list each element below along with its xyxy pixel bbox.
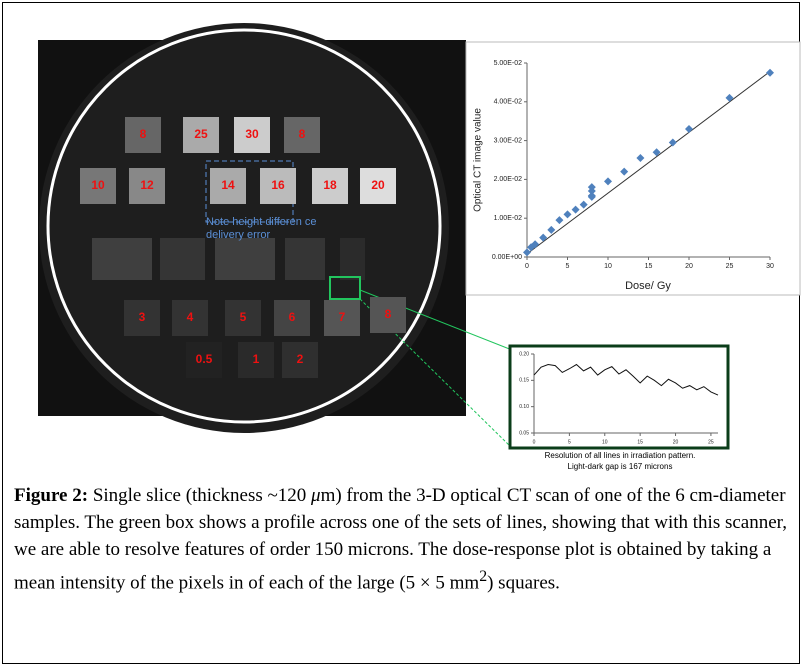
caption: Figure 2: Single slice (thickness ~120 μ… [14,482,789,596]
annotation: Note height differen ce [206,216,316,228]
square-label: 8 [140,127,147,141]
square-label: 3 [139,310,146,324]
square-label: 12 [140,178,154,192]
y-tick-label: 0.15 [519,378,529,384]
y-tick-label: 2.00E-02 [494,176,523,183]
y-tick-label: 3.00E-02 [494,137,523,144]
square-label: 2 [297,352,304,366]
x-tick-label: 5 [566,263,570,270]
x-tick-label: 20 [673,439,679,445]
square-label: 0.5 [196,352,213,366]
x-tick-label: 0 [533,439,536,445]
square-label: 16 [271,178,285,192]
square-label: 14 [221,178,235,192]
square-label: 25 [194,127,208,141]
profile-caption: Light-dark gap is 167 microns [568,462,673,471]
square-label: 6 [289,310,296,324]
square-label: 4 [187,310,194,324]
x-tick-label: 10 [604,263,612,270]
x-tick-label: 0 [525,263,529,270]
y-tick-label: 1.00E-02 [494,215,523,222]
square-label: 18 [323,178,337,192]
caption-text: Single slice (thickness ~120 [88,485,311,506]
caption-text: 2 [479,568,487,585]
x-tick-label: 25 [708,439,714,445]
square-label: 8 [299,127,306,141]
square-label: 7 [339,310,346,324]
y-tick-label: 0.10 [519,404,529,410]
caption-text: μ [311,485,321,506]
page: {"ct_image": {"squares": ["8", "25", "30… [0,0,804,666]
y-tick-label: 5.00E-02 [494,60,523,67]
square-label: 1 [253,352,260,366]
y-tick-label: 0.20 [519,351,529,357]
y-axis-label: Optical CT image value [473,108,484,212]
y-tick-label: 4.00E-02 [494,99,523,106]
x-tick-label: 25 [726,263,734,270]
caption-label: Figure 2: [14,485,88,506]
x-tick-label: 20 [685,263,693,270]
square-label: 8 [385,307,392,321]
line-patterns [92,238,365,280]
square-label: 10 [91,178,105,192]
square-label: 5 [240,310,247,324]
profile-caption: Resolution of all lines in irradiation p… [545,451,696,460]
y-tick-label: 0.00E+00 [492,254,522,261]
annotation: delivery error [206,229,271,241]
x-axis-label: Dose/ Gy [625,280,671,292]
y-tick-label: 0.05 [519,430,529,436]
x-tick-label: 15 [637,439,643,445]
x-tick-label: 5 [568,439,571,445]
x-tick-label: 10 [602,439,608,445]
square-label: 20 [371,178,385,192]
x-tick-label: 15 [645,263,653,270]
x-tick-label: 30 [766,263,774,270]
square-label: 30 [245,127,259,141]
caption-text: ) squares. [487,572,560,593]
